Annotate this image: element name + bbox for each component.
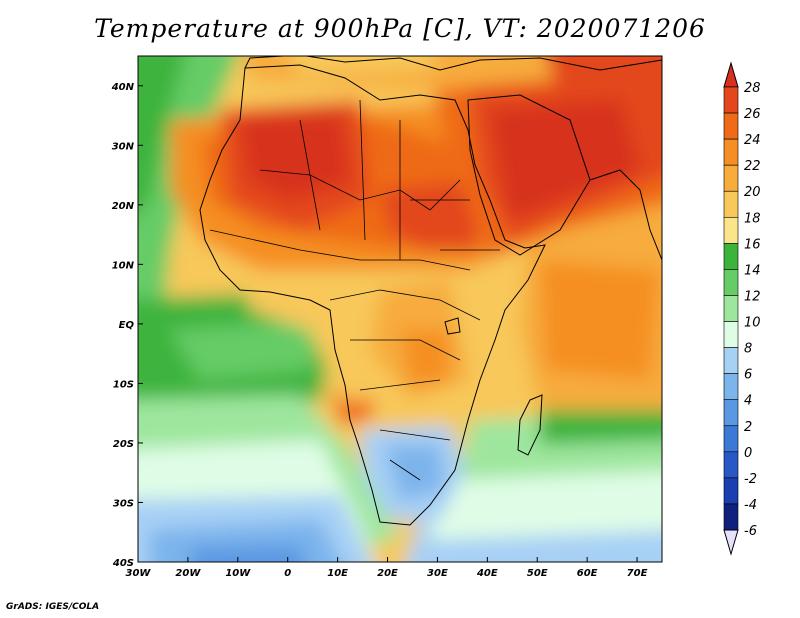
lat-tick-label: 10N [112,260,135,271]
lon-tick-label: 10W [225,568,251,579]
colorbar-label: 8 [744,342,752,357]
lon-tick-label: 60E [577,568,598,579]
colorbar-label: 2 [744,420,752,435]
colorbar-swatch [723,399,739,427]
iran-india-coast [589,169,662,261]
colorbar-swatch [723,164,739,192]
lon-tick-label: 10E [327,568,348,579]
madagascar-coast [517,394,543,456]
lake-victoria [444,317,461,335]
grads-credit: GrADS: IGES/COLA [6,602,100,612]
colorbar-label: -4 [744,498,757,513]
colorbar-label: 18 [744,211,761,226]
colorbar-swatch [723,295,739,322]
lat-tick-label: 20S [113,439,134,450]
lon-tick-label: 20E [377,568,398,579]
lat-tick-label: 10S [113,379,134,390]
lat-tick-label: 30N [112,141,135,152]
colorbar-swatch [723,451,739,479]
colorbar-label: 6 [744,368,752,383]
arabia-coast [467,94,591,256]
colorbar-swatch [723,503,739,531]
colorbar-label: 14 [744,263,761,278]
colorbar-label: 12 [744,289,761,304]
colorbar-swatch [723,321,739,348]
country-borders [209,99,500,481]
colorbar-top-arrow [723,61,739,88]
lat-tick-label: EQ [119,320,135,331]
africa-coastline [199,64,546,526]
colorbar-swatch [723,347,739,374]
chart-title: Temperature at 900hPa [C], VT: 202007120… [94,14,706,43]
colorbar-bottom-arrow [723,529,739,556]
lat-tick-label: 40S [112,558,134,569]
lon-tick-label: 30E [427,568,448,579]
colorbar-label: 28 [744,81,761,96]
lat-tick-label: 30S [113,498,134,509]
temperature-field [138,56,662,562]
latitude-axis: 40N 30N 20N 10N EQ 10S 20S 30S 40S [111,82,143,569]
lon-tick-label: 0 [284,568,291,579]
colorbar-label: 26 [744,107,761,122]
colorbar-swatch [723,216,739,244]
longitude-axis: 30W 20W 10W 0 10E 20E 30E 40E 50E 60E 70E [126,557,648,579]
lon-tick-label: 50E [527,568,548,579]
colorbar-swatch [723,86,739,114]
lat-tick-label: 20N [112,201,135,212]
colorbar-label: 0 [744,446,752,461]
colorbar-swatch [723,112,739,140]
colorbar-swatch [723,243,739,270]
colorbar-label: 20 [744,185,761,200]
colorbar-swatch [723,269,739,296]
lon-tick-label: 20W [175,568,201,579]
lon-tick-label: 70E [627,568,648,579]
colorbar-label: 4 [744,394,752,409]
colorbar-label: 16 [744,237,761,252]
colorbar-label: -2 [744,472,757,487]
colorbar-label: 10 [744,316,761,331]
colorbar-label: 24 [744,133,761,148]
colorbar-swatch [723,425,739,453]
colorbar-swatch [723,190,739,218]
colorbar-label: 22 [744,159,761,174]
colorbar-swatch [723,373,739,401]
lat-tick-label: 40N [111,82,135,93]
plot-frame [137,55,663,563]
colorbar-swatch [723,477,739,505]
lon-tick-label: 30W [126,568,152,579]
colorbar-swatch [723,138,739,166]
lon-tick-label: 40E [476,568,498,579]
colorbar-label: -6 [744,524,757,539]
